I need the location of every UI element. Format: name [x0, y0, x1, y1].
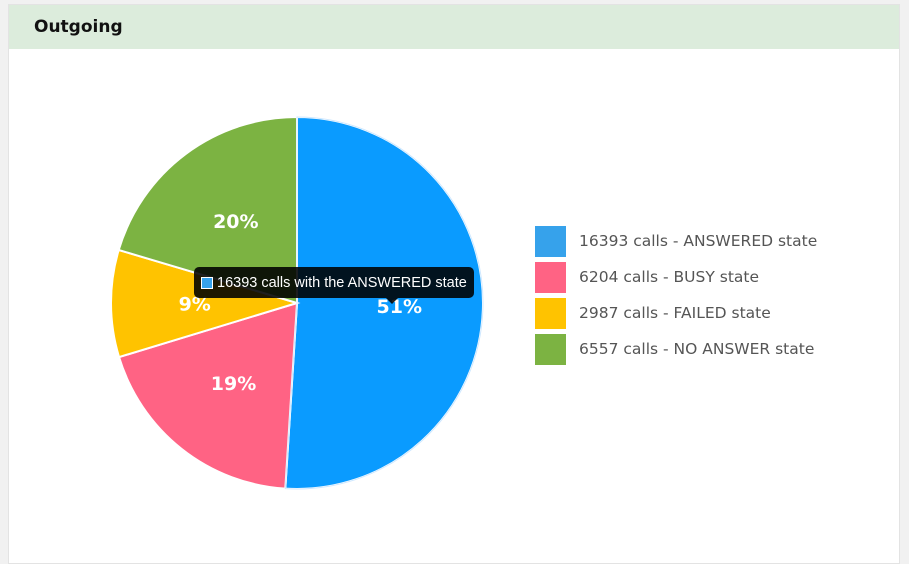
chart-legend: 16393 calls - ANSWERED state 6204 calls … — [535, 223, 817, 367]
panel-title: Outgoing — [34, 17, 123, 37]
pie-label-failed: 9% — [179, 293, 211, 315]
tooltip-caret — [386, 298, 398, 304]
pie-slice-no-answer[interactable] — [117, 115, 298, 305]
pie-label-busy: 19% — [211, 373, 256, 395]
legend-swatch — [535, 261, 566, 293]
pie-label-no-answer: 20% — [213, 211, 258, 233]
panel-header: Outgoing — [9, 5, 899, 49]
outgoing-panel: Outgoing 51% 19% 9% 20% 16393 calls - ANSWE… — [8, 4, 900, 564]
legend-swatch — [535, 297, 566, 329]
legend-item-busy[interactable]: 6204 calls - BUSY state — [535, 259, 817, 295]
legend-item-no-answer[interactable]: 6557 calls - NO ANSWER state — [535, 331, 817, 367]
legend-label: 16393 calls - ANSWERED state — [579, 232, 818, 250]
legend-label: 2987 calls - FAILED state — [579, 304, 771, 322]
pie-chart[interactable]: 51% 19% 9% 20% — [9, 49, 901, 559]
legend-swatch — [535, 333, 566, 365]
pie-slice-failed[interactable] — [110, 248, 301, 359]
legend-label: 6557 calls - NO ANSWER state — [579, 340, 815, 358]
legend-item-answered[interactable]: 16393 calls - ANSWERED state — [535, 223, 817, 259]
legend-swatch — [535, 225, 566, 257]
legend-item-failed[interactable]: 2987 calls - FAILED state — [535, 295, 817, 331]
tooltip-swatch — [201, 276, 213, 289]
tooltip-text: 16393 calls with the ANSWERED state — [217, 274, 467, 291]
legend-label: 6204 calls - BUSY state — [579, 268, 760, 286]
chart-area: 51% 19% 9% 20% 16393 calls - ANSWERED state… — [9, 49, 901, 559]
pie-slice-hover-outline — [284, 116, 484, 490]
pie-slice-busy[interactable] — [117, 301, 299, 490]
pie-label-answered: 51% — [377, 296, 422, 318]
chart-tooltip: 16393 calls with the ANSWERED state — [194, 267, 474, 304]
